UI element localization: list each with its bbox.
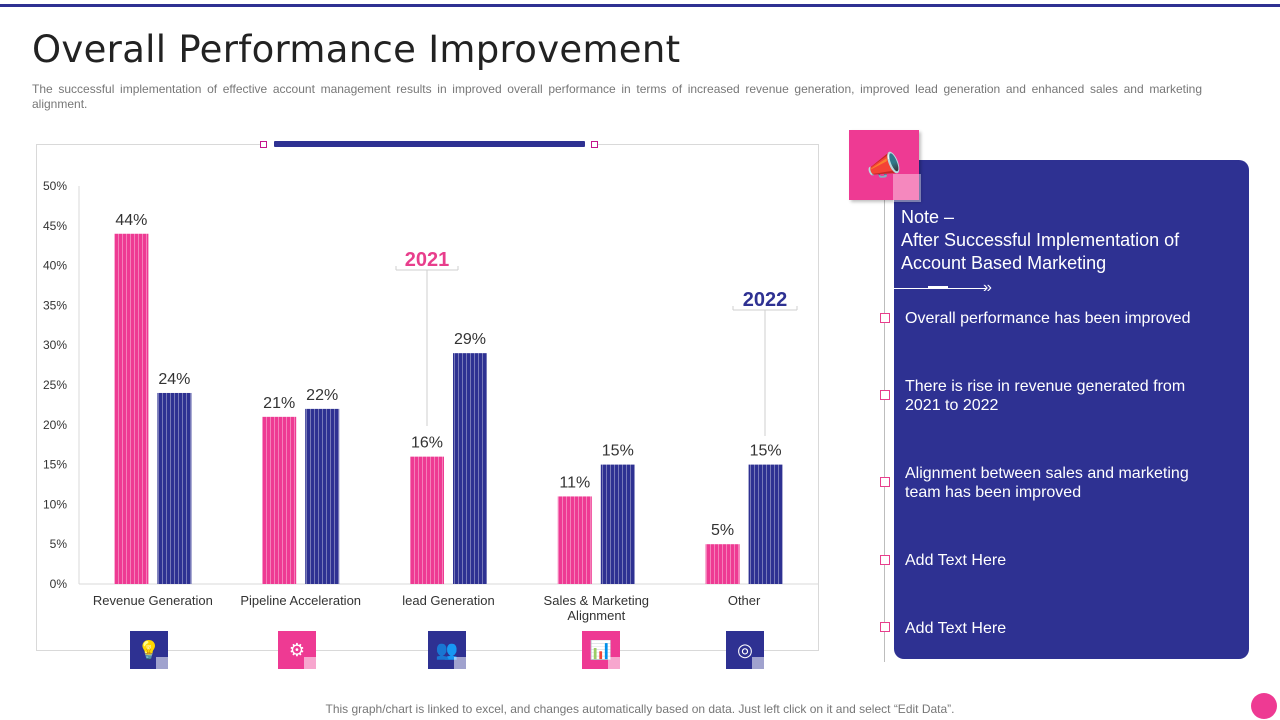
chart-frame (36, 144, 819, 651)
data-label: 15% (750, 443, 782, 460)
chart-frame-top-right (596, 144, 819, 145)
bar (557, 496, 592, 584)
bar (410, 456, 444, 584)
megaphone-glyph: 📣 (866, 149, 902, 181)
presentation-board-glyph: 📊 (589, 639, 613, 660)
data-label: 44% (115, 212, 147, 229)
hub-network-glyph: ◎ (737, 639, 753, 660)
note-divider-dash (928, 286, 948, 289)
x-tick-label: Sales & Marketing (544, 593, 650, 608)
note-title-line-1: Note – (901, 207, 955, 227)
data-label: 15% (602, 443, 634, 460)
bullet-3 (880, 477, 890, 487)
data-label: 21% (263, 395, 295, 412)
series-label-2022: 2022 (742, 289, 788, 311)
team-icon: 👥 (428, 631, 468, 671)
y-tick-label: 0% (50, 577, 68, 591)
y-tick-label: 10% (43, 497, 67, 511)
series-label-2021: 2021 (404, 249, 450, 271)
y-tick-label: 35% (43, 298, 67, 312)
pipeline-valve-icon: ⚙ (278, 631, 318, 671)
bar (157, 392, 192, 584)
data-label: 5% (711, 522, 734, 539)
y-tick-label: 40% (43, 259, 67, 273)
y-tick-label: 25% (43, 378, 67, 392)
x-tick-label: Pipeline Acceleration (240, 593, 361, 608)
note-item-4: Add Text Here (905, 552, 1007, 569)
data-label: 22% (306, 387, 338, 404)
note-timeline (884, 200, 885, 662)
data-label: 24% (158, 371, 190, 388)
y-tick-label: 30% (43, 338, 67, 352)
data-label: 11% (559, 474, 590, 491)
bar (305, 408, 340, 584)
data-label: 16% (411, 435, 443, 452)
bar (453, 353, 487, 584)
x-tick-label: lead Generation (402, 593, 495, 608)
frame-handle-right (591, 141, 598, 148)
bar (262, 416, 297, 584)
x-tick-label: Revenue Generation (93, 593, 213, 608)
y-tick-label: 15% (43, 458, 67, 472)
note-panel (894, 160, 1249, 659)
bar (748, 464, 783, 584)
note-item-3: Alignment between sales and marketing te… (905, 465, 1189, 501)
idea-bulb-glyph: 💡 (137, 639, 161, 660)
y-tick-label: 5% (50, 537, 68, 551)
bar (114, 233, 149, 584)
page-subtitle: The successful implementation of effecti… (32, 82, 1202, 111)
footnote: This graph/chart is linked to excel, and… (325, 702, 955, 716)
team-glyph: 👥 (435, 639, 459, 660)
bar (600, 464, 635, 584)
bullet-2 (880, 390, 890, 400)
bullet-1 (880, 313, 890, 323)
double-chevron-right-icon: » (983, 279, 992, 296)
top-rule (0, 4, 1280, 7)
y-tick-label: 45% (43, 219, 67, 233)
note-item-2: There is rise in revenue generated from … (905, 378, 1186, 414)
y-tick-label: 20% (43, 418, 67, 432)
idea-bulb-icon: 💡 (130, 631, 170, 671)
pipeline-valve-glyph: ⚙ (288, 639, 306, 660)
note-title: Note – After Successful Implementation o… (901, 206, 1231, 275)
hub-network-icon: ◎ (726, 631, 766, 671)
megaphone-icon: 📣 (849, 130, 921, 202)
frame-handle-left (260, 141, 267, 148)
note-title-line-3: Account Based Marketing (901, 253, 1107, 273)
corner-dot (1251, 693, 1277, 719)
note-item-5: Add Text Here (905, 620, 1007, 637)
bullet-4 (880, 555, 890, 565)
bullet-5 (880, 622, 890, 632)
bar (705, 544, 740, 584)
presentation-board-icon: 📊 (582, 631, 622, 671)
x-tick-label: Other (728, 593, 761, 608)
data-label: 29% (454, 331, 486, 348)
note-title-line-2: After Successful Implementation of (901, 230, 1180, 250)
frame-title-bar (274, 141, 585, 147)
chart-frame-top-left (36, 144, 264, 145)
page-title: Overall Performance Improvement (32, 28, 681, 71)
y-tick-label: 50% (43, 179, 67, 193)
x-tick-label: Alignment (567, 608, 625, 623)
note-item-1: Overall performance has been improved (905, 310, 1191, 327)
